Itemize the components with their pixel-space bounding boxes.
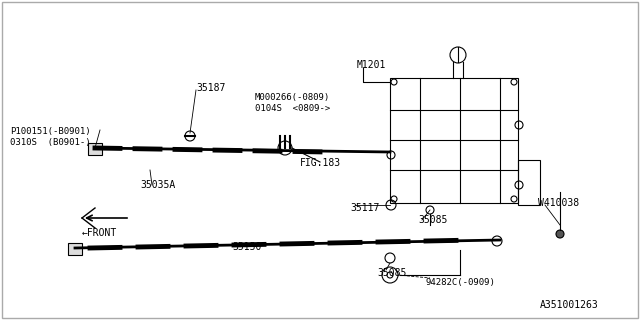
Text: 35085: 35085 xyxy=(377,268,406,278)
Text: M000266(-0809): M000266(-0809) xyxy=(255,93,330,102)
Bar xyxy=(68,243,82,255)
Bar xyxy=(88,143,102,155)
Text: 35150: 35150 xyxy=(232,242,261,252)
Text: P100151(-B0901): P100151(-B0901) xyxy=(10,127,91,136)
Text: 35187: 35187 xyxy=(196,83,225,93)
Text: 0104S  <0809->: 0104S <0809-> xyxy=(255,104,330,113)
Text: FIG.183: FIG.183 xyxy=(300,158,341,168)
Circle shape xyxy=(556,230,564,238)
Text: 35085: 35085 xyxy=(418,215,447,225)
Text: 0310S  (B0901-): 0310S (B0901-) xyxy=(10,138,91,147)
Text: ←FRONT: ←FRONT xyxy=(82,228,117,238)
Text: W410038: W410038 xyxy=(538,198,579,208)
Text: M1201: M1201 xyxy=(357,60,387,70)
Text: 94282C(-0909): 94282C(-0909) xyxy=(425,278,495,287)
Text: A351001263: A351001263 xyxy=(540,300,599,310)
Text: 35117: 35117 xyxy=(350,203,380,213)
Text: 35035A: 35035A xyxy=(140,180,175,190)
